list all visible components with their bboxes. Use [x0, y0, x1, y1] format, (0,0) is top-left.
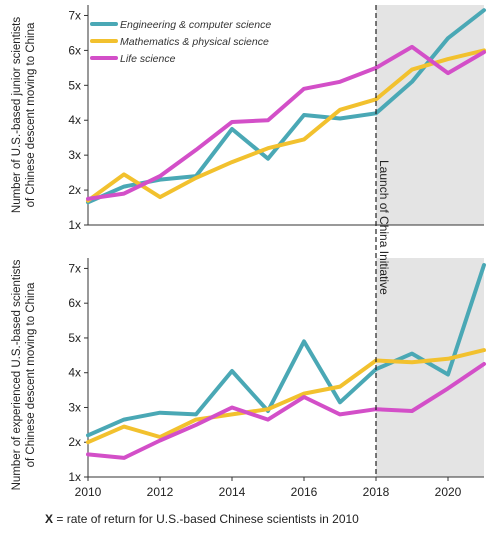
y-tick-label: 5x	[68, 331, 81, 345]
y-tick-label: 5x	[68, 78, 81, 92]
series-line-top-1	[86, 48, 486, 203]
top-ylabel-line1: Number of U.S.-based junior scientists	[11, 17, 23, 213]
x-tick-label: 2010	[75, 485, 102, 499]
series-line-bottom-2	[86, 362, 486, 460]
y-tick-label: 2x	[68, 183, 81, 197]
x-tick-label: 2020	[435, 485, 462, 499]
post-launch-shading	[376, 258, 484, 477]
footnote-text: = rate of return for U.S.-based Chinese …	[53, 512, 359, 526]
post-launch-shading	[376, 5, 484, 225]
launch-annotation: Launch of China Initiative	[377, 160, 391, 295]
y-tick-label: 3x	[68, 148, 81, 162]
y-tick-label: 2x	[68, 435, 81, 449]
bottom-ylabel-line2: of Chinese descent moving to China	[25, 282, 37, 467]
x-tick-label: 2012	[147, 485, 174, 499]
legend: Engineering & computer science Mathematic…	[90, 19, 271, 65]
x-tick-label: 2016	[291, 485, 318, 499]
y-tick-label: 1x	[68, 218, 81, 232]
y-tick-label: 4x	[68, 366, 81, 380]
y-tick-label: 1x	[68, 470, 81, 484]
y-tick-label: 6x	[68, 296, 81, 310]
top-ylabel-line2: of Chinese descent moving to China	[25, 22, 37, 207]
footnote-lead: X	[45, 512, 53, 526]
x-tick-label: 2018	[363, 485, 390, 499]
series-line-top-2	[86, 44, 486, 201]
y-tick-label: 3x	[68, 400, 81, 414]
y-tick-label: 7x	[68, 8, 81, 22]
legend-label: Mathematics & physical science	[120, 36, 269, 48]
legend-label: Life science	[120, 53, 176, 65]
bottom-ylabel-line1: Number of experienced U.S.-based scienti…	[11, 259, 23, 490]
y-tick-label: 4x	[68, 113, 81, 127]
series-line-bottom-0	[86, 263, 486, 438]
legend-label: Engineering & computer science	[120, 19, 271, 31]
y-tick-label: 7x	[68, 261, 81, 275]
footnote: X = rate of return for U.S.-based Chines…	[45, 512, 359, 526]
x-tick-label: 2014	[219, 485, 246, 499]
series-line-bottom-1	[86, 348, 486, 445]
y-tick-label: 6x	[68, 43, 81, 57]
